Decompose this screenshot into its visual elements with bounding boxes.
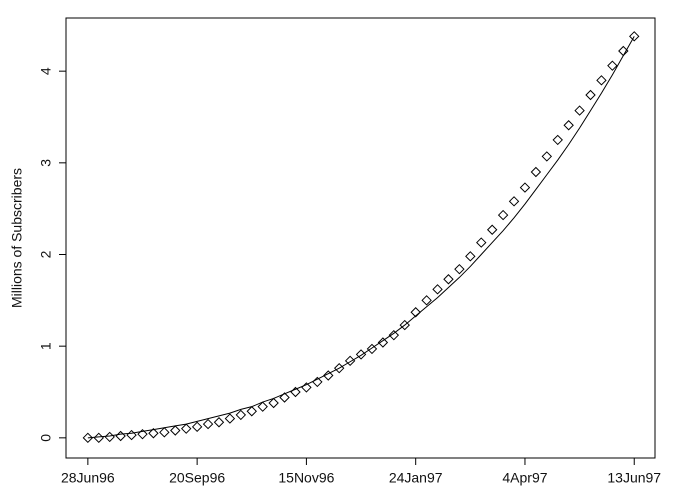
fit-line [87, 36, 635, 439]
diamond-marker [148, 428, 159, 439]
diamond-marker [476, 237, 487, 248]
diamond-marker [191, 421, 203, 433]
diamond-marker [541, 151, 553, 162]
diamond-marker [454, 263, 465, 275]
diamond-marker [180, 423, 192, 434]
diamond-marker [399, 319, 410, 331]
diamond-marker [443, 274, 454, 285]
diamond-marker [323, 370, 334, 381]
diamond-marker [279, 392, 290, 403]
diamond-marker [574, 105, 585, 116]
x-tick-label: 20Sep96 [169, 470, 225, 486]
diamond-marker [82, 432, 94, 444]
plot-frame [65, 17, 656, 459]
diamond-marker [104, 431, 115, 443]
diamond-marker [585, 89, 596, 101]
x-tick-label: 13Jun97 [607, 470, 661, 486]
diamond-marker [421, 295, 432, 306]
diamond-marker [202, 418, 214, 430]
diamond-marker [224, 413, 236, 424]
y-tick-label: 0 [38, 434, 54, 442]
y-tick-label: 4 [38, 67, 54, 75]
diamond-marker [137, 428, 148, 440]
diamond-marker [93, 432, 104, 444]
y-tick-label: 2 [38, 250, 54, 258]
diamond-marker [629, 31, 640, 42]
diamond-marker [268, 397, 279, 409]
diamond-marker [552, 134, 563, 146]
diamond-marker [432, 284, 443, 295]
diamond-marker [530, 166, 542, 178]
diamond-marker [508, 196, 520, 207]
diamond-marker [126, 429, 137, 441]
diamond-marker [235, 409, 247, 421]
diamond-marker [607, 60, 618, 71]
x-tick-label: 24Jan97 [389, 470, 443, 486]
diamond-marker [377, 337, 389, 348]
diamond-marker [388, 329, 400, 341]
x-tick-label: 4Apr97 [502, 470, 547, 486]
x-tick-label: 15Nov96 [278, 470, 334, 486]
diamond-marker [344, 355, 356, 367]
diamond-marker [497, 209, 509, 221]
y-axis-label: Millions of Subscribers [9, 168, 25, 308]
diamond-marker [596, 75, 607, 86]
y-tick-label: 1 [38, 342, 54, 350]
diamond-marker [257, 401, 268, 412]
diamond-marker [465, 251, 476, 262]
diamond-marker [246, 406, 257, 417]
diamond-marker [159, 427, 170, 438]
diamond-marker [366, 343, 378, 355]
diamond-marker [486, 224, 498, 235]
y-tick-label: 3 [38, 159, 54, 167]
diamond-marker [410, 307, 421, 318]
diamond-marker [170, 425, 181, 436]
diamond-marker [213, 417, 225, 428]
x-tick-label: 28Jun96 [61, 470, 115, 486]
diamond-marker [519, 182, 531, 193]
diamond-marker [563, 120, 574, 131]
diamond-marker [115, 430, 126, 442]
